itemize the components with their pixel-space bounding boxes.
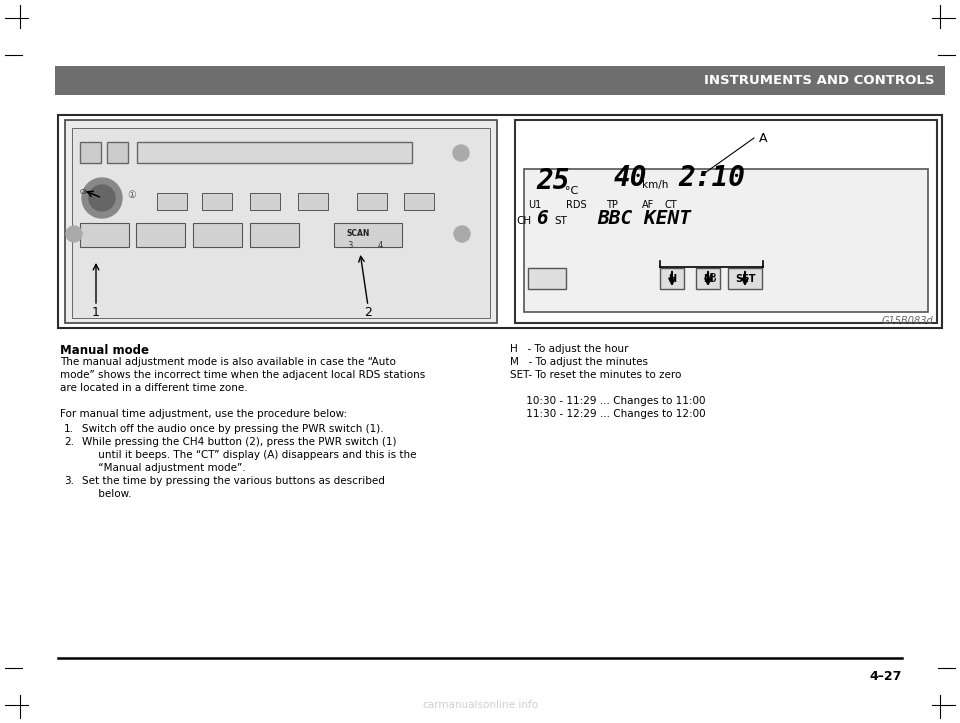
Bar: [65, 120, 497, 323]
Text: 2: 2: [364, 307, 372, 320]
Text: SET: SET: [734, 274, 756, 284]
Text: 3: 3: [708, 273, 716, 286]
Bar: [250, 223, 299, 247]
Text: Set the time by pressing the various buttons as described: Set the time by pressing the various but…: [82, 476, 385, 486]
Bar: [202, 193, 232, 210]
Text: 1.: 1.: [64, 424, 74, 434]
Text: INSTRUMENTS AND CONTROLS: INSTRUMENTS AND CONTROLS: [705, 74, 935, 87]
Text: 2.: 2.: [64, 437, 74, 447]
Bar: [55, 66, 945, 95]
Text: below.: below.: [82, 489, 132, 499]
Text: Manual mode: Manual mode: [60, 344, 149, 357]
Bar: [404, 193, 434, 210]
Text: 3.: 3.: [64, 476, 74, 486]
Bar: [157, 193, 187, 210]
Text: 11:30 - 12:29 ... Changes to 12:00: 11:30 - 12:29 ... Changes to 12:00: [510, 409, 706, 419]
Text: OI: OI: [80, 189, 87, 195]
Bar: [80, 223, 129, 247]
Text: 40: 40: [613, 164, 647, 192]
Text: 25: 25: [537, 167, 569, 195]
Text: TP: TP: [606, 200, 618, 210]
Text: 2:10: 2:10: [679, 164, 746, 192]
Text: For manual time adjustment, use the procedure below:: For manual time adjustment, use the proc…: [60, 409, 348, 419]
Text: M   - To adjust the minutes: M - To adjust the minutes: [510, 357, 648, 367]
Bar: [515, 120, 937, 323]
Text: CT: CT: [664, 200, 678, 210]
Text: mode” shows the incorrect time when the adjacent local RDS stations: mode” shows the incorrect time when the …: [60, 370, 425, 380]
Text: until it beeps. The “CT” display (A) disappears and this is the: until it beeps. The “CT” display (A) dis…: [82, 450, 417, 460]
Bar: [528, 268, 566, 289]
Text: °C: °C: [565, 186, 579, 196]
Bar: [728, 268, 762, 289]
Text: 10:30 - 11:29 ... Changes to 11:00: 10:30 - 11:29 ... Changes to 11:00: [510, 396, 706, 406]
Text: Switch off the audio once by pressing the PWR switch (1).: Switch off the audio once by pressing th…: [82, 424, 384, 434]
Bar: [660, 268, 684, 289]
Bar: [193, 223, 242, 247]
Text: are located in a different time zone.: are located in a different time zone.: [60, 383, 248, 393]
Bar: [334, 223, 402, 247]
Text: km/h: km/h: [642, 180, 668, 190]
Text: BBC KENT: BBC KENT: [597, 208, 691, 228]
Text: M: M: [703, 274, 713, 284]
Bar: [250, 193, 280, 210]
Bar: [107, 142, 128, 163]
Bar: [58, 115, 942, 328]
Text: ①: ①: [128, 190, 136, 200]
Text: 4: 4: [377, 241, 383, 249]
Text: SCAN: SCAN: [347, 228, 370, 237]
Text: G15B083d: G15B083d: [881, 316, 933, 326]
Text: carmanualsonline.info: carmanualsonline.info: [422, 700, 538, 710]
Text: 4–27: 4–27: [870, 670, 902, 683]
Text: While pressing the CH4 button (2), press the PWR switch (1): While pressing the CH4 button (2), press…: [82, 437, 396, 447]
Bar: [136, 223, 185, 247]
Text: The manual adjustment mode is also available in case the “Auto: The manual adjustment mode is also avail…: [60, 357, 396, 367]
Text: H   - To adjust the hour: H - To adjust the hour: [510, 344, 629, 354]
Circle shape: [89, 185, 115, 211]
Circle shape: [453, 145, 469, 161]
Bar: [357, 193, 387, 210]
Text: CH: CH: [516, 216, 532, 226]
Text: RDS: RDS: [565, 200, 587, 210]
Text: H: H: [668, 274, 676, 284]
Text: “Manual adjustment mode”.: “Manual adjustment mode”.: [82, 463, 246, 473]
Circle shape: [454, 226, 470, 242]
Text: ST: ST: [555, 216, 567, 226]
Text: SET- To reset the minutes to zero: SET- To reset the minutes to zero: [510, 370, 682, 380]
Text: 3: 3: [348, 241, 352, 249]
Circle shape: [66, 226, 82, 242]
Bar: [298, 193, 328, 210]
Text: 1: 1: [92, 307, 100, 320]
Bar: [137, 142, 412, 163]
Text: A: A: [758, 132, 767, 145]
Text: AF: AF: [642, 200, 654, 210]
Bar: [80, 142, 101, 163]
Bar: [72, 128, 490, 318]
Circle shape: [82, 178, 122, 218]
Bar: [696, 268, 720, 289]
Text: 6: 6: [536, 210, 548, 228]
Bar: [524, 169, 928, 312]
Text: U1: U1: [528, 200, 541, 210]
